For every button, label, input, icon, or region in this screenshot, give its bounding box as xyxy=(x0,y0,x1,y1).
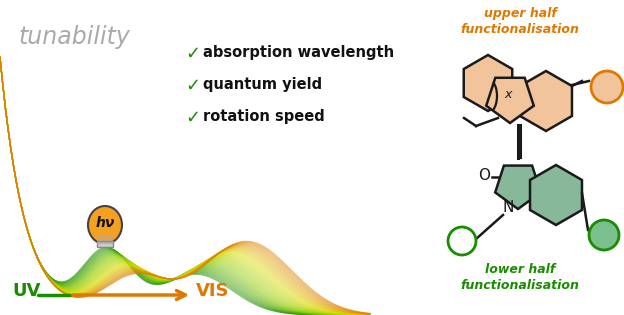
FancyBboxPatch shape xyxy=(97,241,113,247)
Ellipse shape xyxy=(88,206,122,244)
Text: hν: hν xyxy=(95,216,115,230)
Text: VIS: VIS xyxy=(196,282,230,300)
Text: ✓: ✓ xyxy=(185,77,200,95)
Polygon shape xyxy=(486,78,534,123)
Polygon shape xyxy=(464,55,512,111)
Text: lower half
functionalisation: lower half functionalisation xyxy=(461,263,580,292)
Text: N: N xyxy=(502,199,514,215)
Circle shape xyxy=(448,227,476,255)
Polygon shape xyxy=(530,165,582,225)
Polygon shape xyxy=(495,166,541,209)
Text: O: O xyxy=(478,168,490,182)
Text: upper half
functionalisation: upper half functionalisation xyxy=(461,7,580,36)
Text: quantum yield: quantum yield xyxy=(203,77,322,92)
Circle shape xyxy=(589,220,619,250)
Text: tunability: tunability xyxy=(18,25,130,49)
Text: rotation speed: rotation speed xyxy=(203,109,324,124)
Text: ✓: ✓ xyxy=(185,109,200,127)
Text: ✓: ✓ xyxy=(185,45,200,63)
Circle shape xyxy=(591,71,623,103)
Text: UV: UV xyxy=(12,282,41,300)
Text: absorption wavelength: absorption wavelength xyxy=(203,45,394,60)
Text: x: x xyxy=(504,88,512,100)
Polygon shape xyxy=(520,71,572,131)
